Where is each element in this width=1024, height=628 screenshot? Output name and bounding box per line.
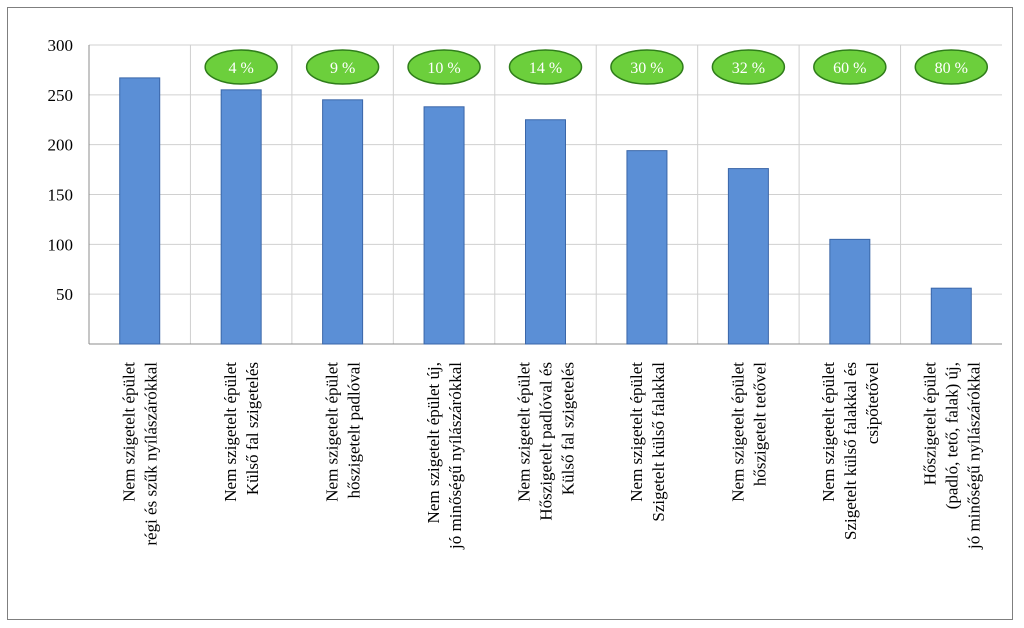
- savings-badge: [204, 49, 278, 85]
- savings-badge: [711, 49, 786, 85]
- savings-label: 60 %: [833, 60, 866, 77]
- savings-badge: [305, 49, 380, 85]
- category-label-line: csipőtetővel: [863, 362, 882, 444]
- bar-2: [220, 89, 262, 345]
- category-label-2: Nem szigetelt épület Külső fal szigetelés: [221, 362, 262, 502]
- category-label-line: Nem szigetelt épület: [819, 362, 838, 502]
- savings-badge: [813, 49, 887, 85]
- category-label-line: jó minőségű nyílászárókkal: [446, 362, 465, 550]
- category-label-line: Külső fal szigetelés: [243, 362, 262, 495]
- savings-label: 80 %: [935, 60, 968, 77]
- savings-badge: [407, 49, 481, 85]
- bar-9: [930, 287, 972, 345]
- category-label-line: Szigetelt külső falakkal és: [841, 362, 860, 540]
- category-label-line: Nem szigetelt épület: [221, 362, 240, 502]
- bar-4: [423, 106, 465, 345]
- category-label-5: Nem szigetelt épület Hőszigetelt padlóval…: [515, 362, 578, 521]
- category-label-line: hőszigetelt tetővel: [750, 362, 769, 486]
- category-label-line: Nem szigetelt épület: [323, 362, 342, 502]
- bar-1: [119, 77, 161, 345]
- savings-label: 30 %: [630, 60, 663, 77]
- category-label-line: Külső fal szigetelés: [559, 362, 578, 495]
- savings-label: 10 %: [427, 60, 460, 77]
- savings-badge: [508, 49, 583, 85]
- bar-6: [626, 150, 668, 345]
- savings-badge: [914, 49, 989, 85]
- category-label-line: Nem szigetelt épület: [120, 362, 139, 502]
- category-label-3: Nem szigetelt épület hőszigetelt padlóval: [323, 362, 364, 502]
- chart-frame: 50 100 150 200 250 300 Nem szigetelt épület rég…: [7, 7, 1013, 620]
- savings-badge: [610, 49, 684, 85]
- y-tick-label: 50: [56, 285, 73, 304]
- category-label-line: hőszigetelt padlóval: [345, 362, 364, 499]
- category-label-line: (padló, tető, falak) új,: [942, 362, 961, 509]
- y-tick-label: 250: [48, 86, 74, 105]
- bar-5: [525, 119, 566, 345]
- savings-label: 4 %: [229, 60, 254, 77]
- category-label-line: Nem szigetelt épület: [627, 362, 646, 502]
- category-label-line: Hőszigetelt épület: [920, 362, 939, 485]
- category-label-4: Nem szigetelt épület új, jó minőségű nyíl…: [424, 362, 465, 550]
- category-label-line: régi és szűk nyílászárókkal: [142, 362, 161, 546]
- category-label-1: Nem szigetelt épület régi és szűk nyílász…: [120, 362, 161, 546]
- bar-8: [829, 238, 871, 345]
- y-tick-label: 300: [48, 36, 74, 55]
- savings-label: 32 %: [732, 60, 765, 77]
- y-tick-label: 100: [48, 235, 74, 254]
- category-label-line: Szigetelt külső falakkal: [649, 362, 668, 522]
- category-label-line: Nem szigetelt épület: [515, 362, 534, 502]
- bar-7: [727, 168, 769, 345]
- category-label-6: Nem szigetelt épület Szigetelt külső fala…: [627, 362, 668, 522]
- y-tick-label: 150: [48, 186, 74, 205]
- category-label-line: Nem szigetelt épület új,: [424, 362, 443, 523]
- category-label-7: Nem szigetelt épület hőszigetelt tetővel: [728, 362, 769, 502]
- y-tick-label: 200: [48, 136, 74, 155]
- category-label-9: Hőszigetelt épület (padló, tető, falak) ú…: [920, 362, 983, 550]
- savings-label: 14 %: [529, 60, 562, 77]
- savings-label: 9 %: [330, 60, 355, 77]
- category-label-line: Hőszigetelt padlóval és: [537, 362, 556, 521]
- bar-3: [322, 99, 364, 345]
- category-label-line: jó minőségű nyílászárókkal: [964, 362, 983, 550]
- category-label-line: Nem szigetelt épület: [728, 362, 747, 502]
- category-label-8: Nem szigetelt épület Szigetelt külső fala…: [819, 362, 882, 540]
